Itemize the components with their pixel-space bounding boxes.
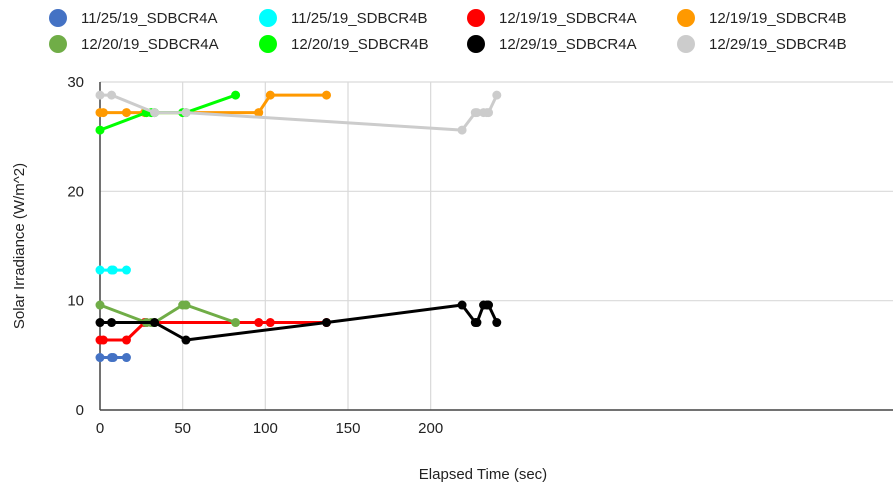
legend-item: 12/29/19_SDBCR4A bbox=[467, 35, 637, 53]
legend-label: 11/25/19_SDBCR4A bbox=[81, 10, 217, 27]
series-line bbox=[100, 93, 499, 132]
data-point bbox=[121, 353, 131, 363]
y-tick-label: 20 bbox=[67, 183, 84, 200]
data-point bbox=[231, 318, 241, 328]
y-tick-label: 0 bbox=[76, 402, 84, 419]
grid bbox=[100, 81, 893, 410]
data-point bbox=[457, 125, 467, 135]
data-point bbox=[95, 90, 105, 100]
legend-marker bbox=[467, 9, 485, 27]
y-tick-label: 30 bbox=[67, 74, 84, 91]
y-tick-label: 10 bbox=[67, 293, 84, 310]
data-point bbox=[95, 265, 105, 275]
legend-label: 12/29/19_SDBCR4B bbox=[709, 36, 847, 53]
legend-item: 11/25/19_SDBCR4A bbox=[49, 9, 217, 27]
data-point bbox=[492, 318, 502, 328]
data-point bbox=[254, 108, 264, 118]
data-point bbox=[265, 318, 275, 328]
data-point bbox=[108, 353, 118, 363]
series bbox=[95, 90, 502, 135]
data-point bbox=[98, 108, 108, 118]
data-point bbox=[107, 90, 117, 100]
data-point bbox=[121, 108, 131, 118]
legend-label: 12/19/19_SDBCR4B bbox=[709, 10, 847, 27]
data-point bbox=[231, 90, 241, 100]
legend-label: 12/20/19_SDBCR4B bbox=[291, 36, 429, 53]
data-point bbox=[181, 335, 191, 345]
x-tick-label: 150 bbox=[335, 420, 360, 437]
x-tick-label: 0 bbox=[96, 420, 104, 437]
data-point bbox=[265, 90, 275, 100]
data-point bbox=[95, 125, 105, 135]
legend-item: 12/19/19_SDBCR4B bbox=[677, 9, 847, 27]
x-tick-label: 50 bbox=[174, 420, 191, 437]
legend-label: 12/29/19_SDBCR4A bbox=[499, 36, 637, 53]
data-point bbox=[107, 318, 117, 328]
data-point bbox=[484, 300, 494, 310]
legend-item: 12/19/19_SDBCR4A bbox=[467, 9, 637, 27]
legend-label: 11/25/19_SDBCR4B bbox=[291, 10, 427, 27]
x-tick-label: 100 bbox=[253, 420, 278, 437]
data-point bbox=[457, 300, 467, 310]
axes bbox=[99, 82, 893, 411]
legend-label: 12/19/19_SDBCR4A bbox=[499, 10, 637, 27]
data-point bbox=[181, 300, 191, 310]
x-axis-title: Elapsed Time (sec) bbox=[419, 466, 547, 483]
legend-marker bbox=[677, 35, 695, 53]
legend-item: 12/20/19_SDBCR4B bbox=[259, 35, 429, 53]
legend: 11/25/19_SDBCR4A 11/25/19_SDBCR4B 12/19/19… bbox=[49, 9, 847, 53]
tick-labels: 0 10 20 30 0 50 100 150 200 bbox=[67, 74, 443, 437]
data-point bbox=[95, 300, 105, 310]
data-point bbox=[121, 265, 131, 275]
legend-marker bbox=[259, 35, 277, 53]
x-tick-label: 200 bbox=[418, 420, 443, 437]
data-point bbox=[121, 335, 131, 345]
data-point bbox=[254, 318, 264, 328]
data-point bbox=[150, 108, 160, 118]
data-point bbox=[472, 318, 482, 328]
data-point bbox=[95, 353, 105, 363]
legend-marker bbox=[259, 9, 277, 27]
legend-marker bbox=[49, 9, 67, 27]
data-point bbox=[322, 90, 332, 100]
data-point bbox=[108, 265, 118, 275]
data-point bbox=[150, 318, 160, 328]
series-group bbox=[95, 90, 502, 363]
data-point bbox=[98, 335, 108, 345]
legend-item: 11/25/19_SDBCR4B bbox=[259, 9, 427, 27]
series bbox=[95, 300, 502, 345]
data-point bbox=[484, 108, 494, 118]
data-point bbox=[95, 318, 105, 328]
data-point bbox=[472, 108, 482, 118]
legend-label: 12/20/19_SDBCR4A bbox=[81, 36, 219, 53]
series-line bbox=[99, 303, 237, 324]
series bbox=[95, 265, 131, 275]
legend-marker bbox=[677, 9, 695, 27]
data-point bbox=[322, 318, 332, 328]
series bbox=[95, 353, 131, 363]
legend-item: 12/20/19_SDBCR4A bbox=[49, 35, 219, 53]
data-point bbox=[181, 108, 191, 118]
legend-marker bbox=[49, 35, 67, 53]
legend-marker bbox=[467, 35, 485, 53]
legend-item: 12/29/19_SDBCR4B bbox=[677, 35, 847, 53]
y-axis-title: Solar Irradiance (W/m^2) bbox=[11, 163, 28, 329]
data-point bbox=[492, 90, 502, 100]
